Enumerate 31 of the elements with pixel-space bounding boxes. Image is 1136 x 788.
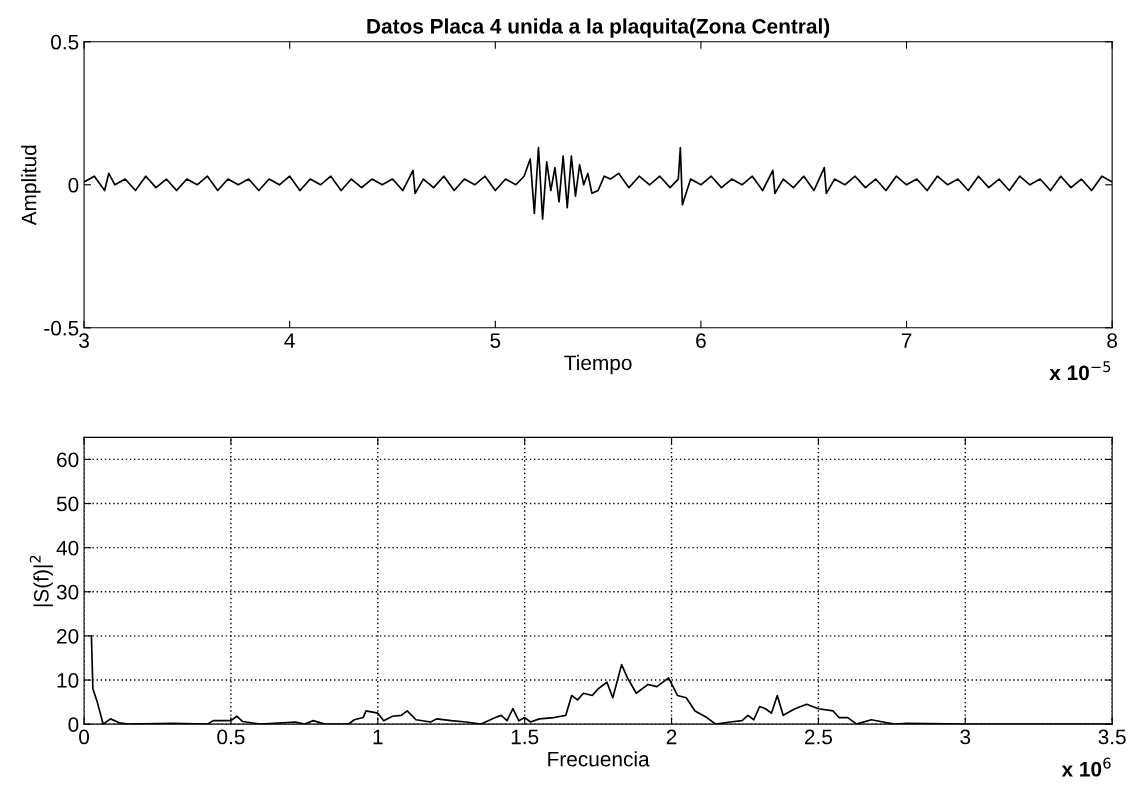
x-tick-label: 0 [79, 729, 90, 745]
y-tick-label: 10 [57, 673, 79, 688]
x-tick-label: 1 [373, 729, 383, 745]
x-tick-label: 2.5 [804, 729, 833, 745]
x-axis-title: Frecuencia [548, 751, 650, 767]
text: x 10$^{6}$ [1061, 757, 1111, 777]
x-tick-label: 1.5 [511, 729, 539, 745]
text: x 10$^{−5}$ [1049, 361, 1111, 381]
x-tick-label: 8 [1107, 333, 1118, 348]
y-axis-title: |S(f)|$^{2}$ [29, 555, 53, 607]
chart-title: Datos Placa 4 unida a la plaquita(Zona Central) [367, 18, 830, 38]
y-tick-label: 40 [56, 540, 79, 556]
x-tick-label: 3 [79, 333, 89, 348]
y-tick-label: 50 [56, 496, 79, 512]
x-tick-label: 2 [666, 729, 677, 745]
y-tick-label: 30 [56, 584, 79, 600]
x-tick-label: 5 [490, 333, 501, 348]
x-axis-title: Tiempo [564, 354, 632, 375]
y-axis-title: Amplitud [21, 145, 41, 226]
x-tick-label: 4 [284, 333, 295, 348]
y-tick-label: -0.5 [44, 320, 79, 336]
x-tick-label: 6 [696, 333, 706, 348]
x-tick-label: 0.5 [217, 729, 245, 745]
y-tick-label: 0 [68, 717, 79, 732]
y-tick-label: 0 [68, 177, 79, 193]
y-tick-label: 60 [57, 452, 79, 468]
x-tick-label: 7 [901, 333, 912, 348]
x-tick-label: 3.5 [1098, 729, 1126, 745]
y-tick-label: 0.5 [51, 34, 79, 50]
x-tick-label: 3 [960, 729, 971, 745]
y-tick-label: 20 [57, 628, 79, 644]
